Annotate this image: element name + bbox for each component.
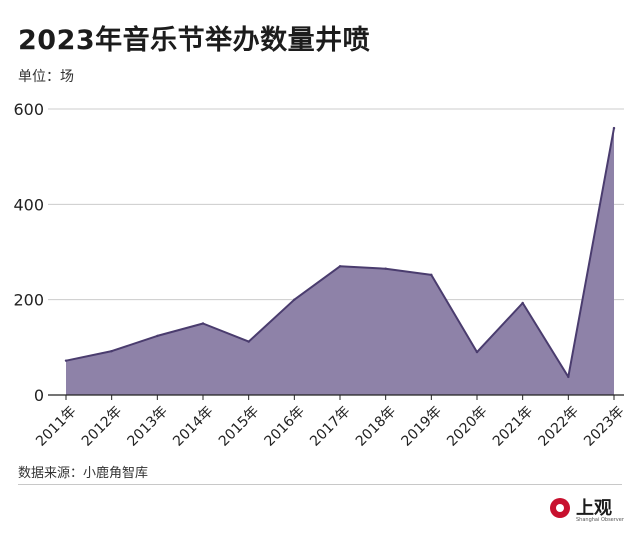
x-axis-ticks — [65, 395, 615, 400]
x-tick-label: 2017年 — [307, 403, 353, 449]
data-point — [156, 334, 159, 338]
data-point — [521, 301, 524, 305]
data-point — [247, 340, 250, 343]
x-tick-label: 2015年 — [216, 403, 262, 449]
data-point — [110, 349, 113, 353]
data-point — [201, 322, 205, 325]
data-point — [612, 126, 616, 130]
x-tick-label: 2022年 — [536, 403, 582, 449]
chart-title: 2023年音乐节举办数量井喷 — [18, 25, 371, 56]
y-tick-label: 400 — [13, 195, 44, 214]
x-tick-label: 2016年 — [262, 403, 308, 449]
y-tick-label: 0 — [34, 386, 44, 405]
brand-name: 上观 — [576, 498, 612, 519]
y-tick-label: 200 — [13, 291, 44, 310]
y-tick-label: 600 — [13, 100, 44, 119]
data-point — [293, 298, 296, 301]
brand-mark-icon — [550, 498, 570, 518]
brand-logo: 上观 Shanghai Observer — [550, 494, 624, 530]
x-tick-label: 2014年 — [170, 403, 216, 449]
x-tick-label: 2023年 — [581, 403, 627, 449]
data-source-note: 数据来源：小鹿角智库 — [18, 466, 149, 481]
unit-label: 单位：场 — [18, 69, 74, 85]
series-area — [66, 128, 614, 395]
data-point — [430, 273, 433, 277]
data-point — [475, 350, 479, 354]
x-axis-tick-labels: 2011年 2012年 2013年 2014年 2015年 2016年 2017年 2018年… — [33, 403, 627, 449]
x-tick-label: 2011年 — [33, 403, 79, 449]
y-axis-tick-labels: 0 200 400 600 — [13, 100, 44, 405]
x-tick-label: 2013年 — [125, 403, 171, 449]
data-point — [384, 267, 387, 270]
brand-subtitle: Shanghai Observer — [576, 517, 624, 523]
data-point — [567, 375, 570, 379]
x-tick-label: 2012年 — [79, 403, 125, 449]
x-tick-label: 2020年 — [444, 403, 490, 449]
x-tick-label: 2019年 — [399, 403, 445, 449]
footer-divider — [18, 484, 622, 485]
area-chart: 0 200 400 600 2011年 2012年 2013年 2014年 2015年 2016… — [13, 100, 627, 450]
x-tick-label: 2021年 — [490, 403, 536, 449]
x-tick-label: 2018年 — [353, 403, 399, 449]
data-point — [338, 265, 342, 268]
data-point — [64, 359, 68, 362]
